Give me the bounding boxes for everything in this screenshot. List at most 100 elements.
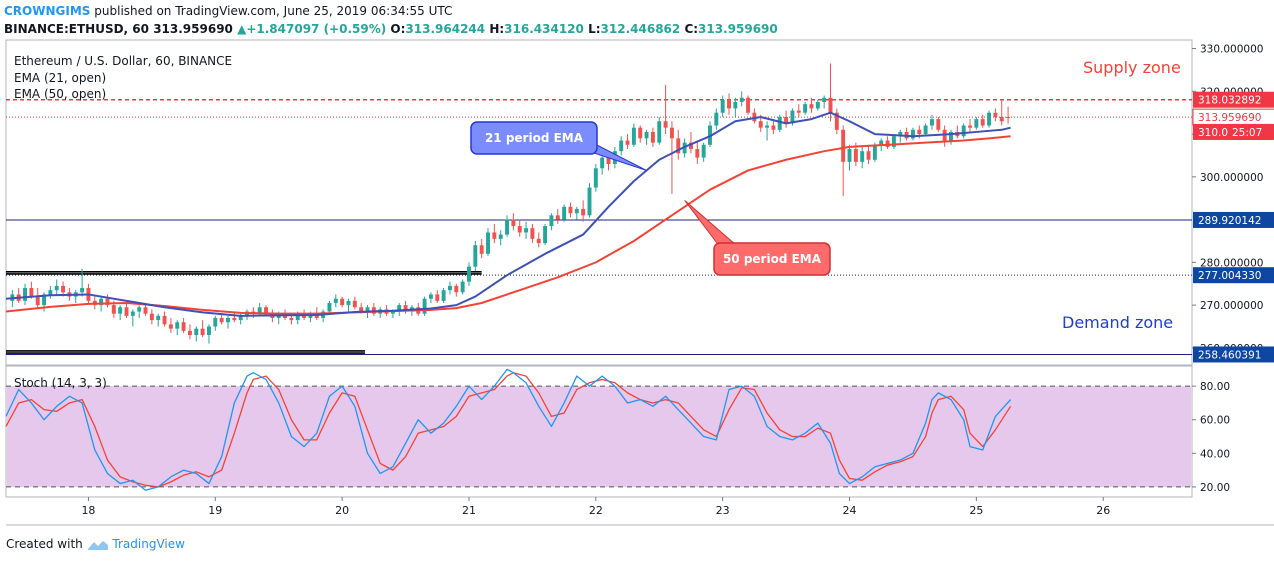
candle-body: [130, 311, 135, 316]
legend-title: Ethereum / U.S. Dollar, 60, BINANCE: [14, 54, 232, 68]
candle: [727, 93, 731, 115]
candle-body: [168, 324, 173, 329]
candle: [708, 121, 712, 147]
candle: [149, 309, 154, 325]
stoch-tick-label: 60.00: [1200, 415, 1230, 427]
candle-body: [695, 149, 700, 158]
candle-body: [663, 121, 668, 128]
time-tick-label: 22: [589, 504, 603, 517]
candle: [441, 288, 446, 303]
price-label-box: [1193, 91, 1274, 108]
candle-body: [822, 97, 827, 103]
price-label-text: 277.004330: [1198, 270, 1261, 282]
candle: [473, 240, 478, 271]
candle-body: [993, 112, 998, 117]
time-tick-label: 19: [208, 504, 222, 517]
tradingview-brand[interactable]: TradingView: [112, 537, 185, 551]
candle-body: [752, 112, 757, 122]
candle-body: [397, 305, 402, 312]
candle: [187, 324, 192, 340]
candle: [930, 114, 934, 130]
price-tick-label: 330.000000: [1200, 44, 1263, 56]
price-label-box: [1193, 346, 1274, 363]
stoch-k-line: [5, 368, 1012, 491]
candle-body: [29, 288, 34, 297]
candle: [961, 123, 966, 139]
candle-body: [460, 281, 465, 293]
candle: [492, 223, 497, 244]
candle: [486, 228, 490, 256]
candle-body: [422, 298, 427, 314]
candle: [200, 320, 205, 338]
price-axis-label: 318.032892: [1193, 91, 1274, 108]
candle-body: [61, 285, 66, 293]
legend-ema21: EMA (21, open): [14, 71, 106, 85]
candle-body: [574, 208, 579, 214]
high-label: H:: [489, 22, 505, 36]
candle: [422, 296, 427, 316]
candle: [447, 281, 452, 295]
candle-body: [790, 110, 795, 124]
symbol-info: BINANCE:ETHUSD, 60 313.959690 ▲+1.847097…: [4, 22, 778, 36]
publisher-name[interactable]: CROWNGIMS: [4, 4, 91, 18]
candle: [536, 232, 541, 248]
candle: [549, 213, 554, 231]
callout-pointer: [590, 141, 647, 171]
candle: [993, 108, 998, 122]
candle-body: [815, 102, 820, 109]
candle: [904, 127, 909, 141]
candle: [891, 134, 896, 150]
countdown-text: 25:07: [1232, 127, 1262, 139]
candle-body: [219, 317, 224, 323]
time-tick-label: 18: [81, 504, 95, 517]
candle-body: [111, 305, 116, 314]
callout-text: 21 period EMA: [485, 131, 584, 145]
candle-body: [860, 151, 865, 162]
candle: [48, 285, 53, 299]
candle-body: [631, 127, 636, 145]
price-axis-label: 258.460391: [1193, 346, 1274, 363]
candle-body: [486, 232, 490, 254]
candle: [936, 116, 941, 132]
candle-body: [137, 307, 142, 312]
candle: [352, 296, 357, 310]
candle-body: [105, 298, 110, 306]
candle-body: [809, 104, 814, 109]
low-label: L:: [588, 22, 601, 36]
candle: [593, 164, 598, 192]
candle: [771, 119, 776, 135]
price-label-box: [1193, 211, 1274, 228]
candle-body: [359, 307, 364, 312]
time-tick-label: 20: [335, 504, 349, 517]
candle: [955, 125, 960, 139]
stoch-tick-label: 40.00: [1200, 448, 1230, 460]
candle-body: [841, 129, 846, 162]
candle: [822, 95, 827, 109]
candle-body: [524, 228, 529, 233]
candle: [530, 223, 535, 244]
candle: [910, 127, 915, 141]
candle-body: [803, 104, 808, 113]
candle: [524, 221, 529, 239]
candle: [505, 215, 510, 237]
candle-body: [517, 226, 522, 233]
candle: [219, 313, 224, 325]
candle-body: [758, 121, 763, 128]
candle: [834, 108, 839, 135]
candle: [663, 84, 668, 135]
published-text: published on TradingView.com, June 25, 2…: [94, 4, 453, 18]
candle: [543, 223, 548, 246]
open-label: O:: [390, 22, 406, 36]
candle: [226, 315, 230, 329]
candle-body: [936, 119, 941, 130]
candle-body: [238, 315, 243, 321]
candle-body: [80, 288, 85, 293]
candle: [460, 279, 465, 295]
ema21-line: [5, 111, 1011, 317]
time-tick-label: 24: [843, 504, 857, 517]
candle: [213, 315, 218, 331]
candle: [403, 300, 408, 314]
candle: [467, 262, 471, 286]
candle: [80, 268, 85, 297]
